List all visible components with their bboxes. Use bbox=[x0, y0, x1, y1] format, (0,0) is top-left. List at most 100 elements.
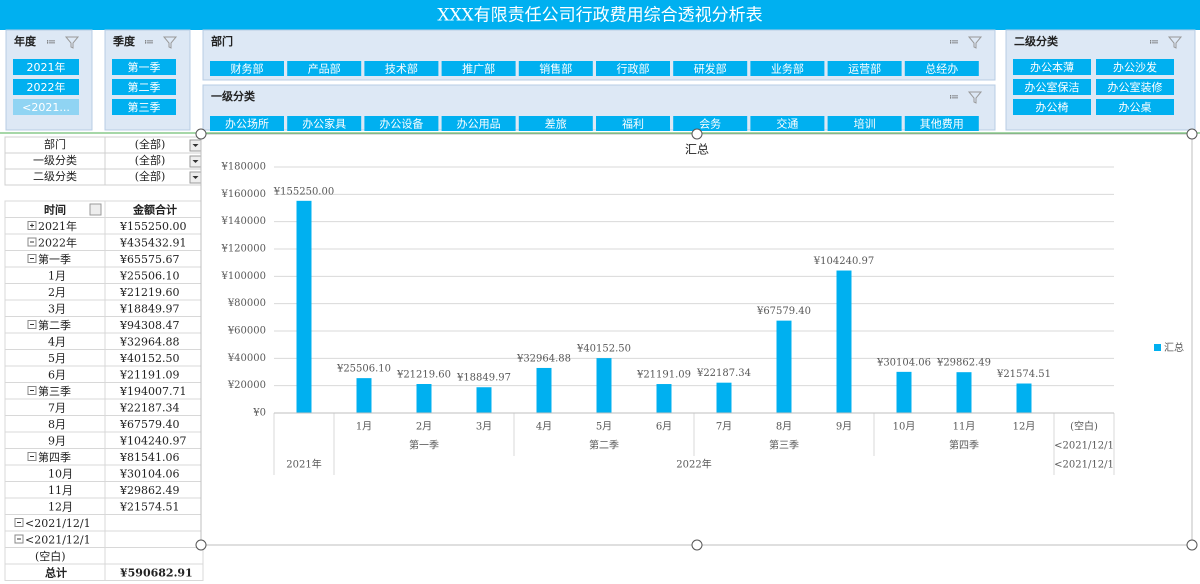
slicer-item[interactable] bbox=[1013, 59, 1091, 75]
slicer-item[interactable] bbox=[596, 116, 670, 131]
slicer-item[interactable] bbox=[518, 116, 593, 131]
filter-value: (全部) bbox=[135, 137, 166, 151]
slicer-item-label[interactable]: 办公本薄 bbox=[1030, 60, 1074, 74]
x-group-label: 第一季 bbox=[409, 439, 439, 452]
filter-icon bbox=[967, 36, 983, 49]
slicer-item-label[interactable]: 第三季 bbox=[128, 100, 161, 114]
slicer-title: 一级分类 bbox=[211, 89, 256, 103]
x-group-label: 第二季 bbox=[589, 439, 619, 452]
slicer-item[interactable] bbox=[13, 59, 79, 75]
slicer-item[interactable] bbox=[750, 61, 825, 76]
slicer-item-label[interactable]: 业务部 bbox=[771, 62, 804, 76]
selection-handle[interactable] bbox=[195, 128, 207, 140]
pivot-label: 2月 bbox=[48, 286, 66, 299]
slicer-item-label[interactable]: 2022年 bbox=[27, 80, 66, 94]
slicer-item-label[interactable]: 2021年 bbox=[27, 60, 66, 74]
slicer-item[interactable] bbox=[673, 61, 748, 76]
slicer-item[interactable] bbox=[112, 99, 176, 115]
slicer-item[interactable] bbox=[1096, 79, 1174, 95]
slicer-item-label[interactable]: 技术部 bbox=[385, 62, 418, 76]
bar bbox=[596, 358, 612, 413]
header-dropdown[interactable] bbox=[89, 203, 102, 216]
slicer-item-label[interactable]: 行政部 bbox=[617, 62, 650, 76]
slicer-item[interactable] bbox=[1013, 79, 1091, 95]
slicer-item[interactable] bbox=[364, 61, 439, 76]
slicer-item[interactable] bbox=[673, 116, 748, 131]
pivot-amount: ¥590682.91 bbox=[120, 566, 193, 579]
x-tick-label: 3月 bbox=[476, 421, 492, 433]
slicer-item[interactable] bbox=[827, 61, 902, 76]
value-label: ¥21574.51 bbox=[996, 369, 1051, 380]
pivot-label: 5月 bbox=[48, 352, 66, 365]
y-tick-label: ¥140000 bbox=[220, 216, 266, 227]
selection-handle[interactable] bbox=[691, 128, 703, 140]
slicer-item[interactable] bbox=[1013, 99, 1091, 115]
slicer-item-label[interactable]: 福利 bbox=[622, 117, 644, 131]
pivot-amount: ¥32964.88 bbox=[119, 335, 180, 348]
slicer-item[interactable] bbox=[13, 99, 79, 115]
filter-icon bbox=[64, 36, 80, 49]
slicer-item-label[interactable]: 办公场所 bbox=[225, 117, 269, 131]
slicer-item[interactable] bbox=[1096, 99, 1174, 115]
slicer-item-label[interactable]: 培训 bbox=[854, 117, 876, 131]
slicer-item-label[interactable]: 推广部 bbox=[462, 62, 495, 76]
slicer-item[interactable] bbox=[518, 61, 593, 76]
slicer-item-label[interactable]: 研发部 bbox=[694, 62, 727, 76]
slicer-item[interactable] bbox=[287, 61, 362, 76]
slicer-item-label[interactable]: 办公椅 bbox=[1036, 100, 1069, 114]
slicer-item-label[interactable]: 运营部 bbox=[848, 62, 881, 76]
slicer-item[interactable] bbox=[441, 116, 516, 131]
slicer-item[interactable] bbox=[210, 61, 284, 76]
slicer-item[interactable] bbox=[210, 116, 284, 131]
pivot-label: 4月 bbox=[48, 335, 66, 348]
slicer-title: 年度 bbox=[14, 34, 37, 48]
x-group-label: <2021/12/1 bbox=[1054, 460, 1114, 471]
filter-label: 部门 bbox=[44, 137, 66, 151]
slicer-item-label[interactable]: 办公室保洁 bbox=[1025, 80, 1080, 94]
filter-icon bbox=[1167, 36, 1183, 49]
pivot-label: 10月 bbox=[48, 467, 73, 480]
x-tick-label: 7月 bbox=[716, 421, 732, 433]
selection-handle[interactable] bbox=[1186, 128, 1198, 140]
selection-handle[interactable] bbox=[195, 539, 207, 551]
slicer-item-label[interactable]: 办公设备 bbox=[379, 117, 423, 131]
slicer-item[interactable] bbox=[904, 116, 979, 131]
slicer-item[interactable] bbox=[750, 116, 825, 131]
pivot-amount: ¥30104.06 bbox=[119, 467, 180, 480]
pivot-amount: ¥21574.51 bbox=[119, 500, 180, 513]
slicer-item[interactable] bbox=[1096, 59, 1174, 75]
x-tick-label: 10月 bbox=[893, 421, 916, 433]
pivot-label: 11月 bbox=[48, 484, 73, 497]
slicer-item-label[interactable]: 产品部 bbox=[308, 62, 341, 76]
slicer-item-label[interactable]: 财务部 bbox=[231, 62, 264, 76]
pivot-label: 第二季 bbox=[38, 318, 71, 332]
slicer-item-label[interactable]: 总经办 bbox=[925, 62, 958, 76]
slicer-item[interactable] bbox=[287, 116, 362, 131]
chart-title: 汇总 bbox=[685, 143, 709, 157]
selection-handle[interactable] bbox=[1186, 539, 1198, 551]
slicer-item-label[interactable]: 其他费用 bbox=[920, 118, 964, 131]
slicer-item-label[interactable]: 办公用品 bbox=[457, 118, 501, 131]
slicer-item-label[interactable]: 第二季 bbox=[128, 80, 161, 94]
slicer-item-label[interactable]: 办公家具 bbox=[302, 117, 346, 131]
slicer-item-label[interactable]: 交通 bbox=[776, 117, 798, 131]
slicer-item[interactable] bbox=[13, 79, 79, 95]
slicer-item-label[interactable]: 办公桌 bbox=[1119, 101, 1152, 114]
slicer-item-label[interactable]: <2021... bbox=[22, 101, 70, 114]
slicer-item[interactable] bbox=[441, 61, 516, 76]
bar bbox=[416, 383, 432, 413]
slicer-item[interactable] bbox=[112, 59, 176, 75]
slicer-item-label[interactable]: 办公室装修 bbox=[1108, 80, 1163, 94]
slicer-item[interactable] bbox=[904, 61, 979, 76]
slicer-item-label[interactable]: 第一季 bbox=[128, 60, 161, 74]
slicer-item-label[interactable]: 差旅 bbox=[545, 117, 567, 131]
slicer-item-label[interactable]: 办公沙发 bbox=[1113, 60, 1157, 74]
slicer-item[interactable] bbox=[364, 116, 439, 131]
slicer-item[interactable] bbox=[112, 79, 176, 95]
slicer-item-label[interactable]: 销售部 bbox=[539, 62, 572, 76]
slicer-item-label[interactable]: 会务 bbox=[699, 118, 721, 131]
slicer-item[interactable] bbox=[827, 116, 902, 131]
selection-handle[interactable] bbox=[691, 539, 703, 551]
slicer-item[interactable] bbox=[596, 61, 670, 76]
